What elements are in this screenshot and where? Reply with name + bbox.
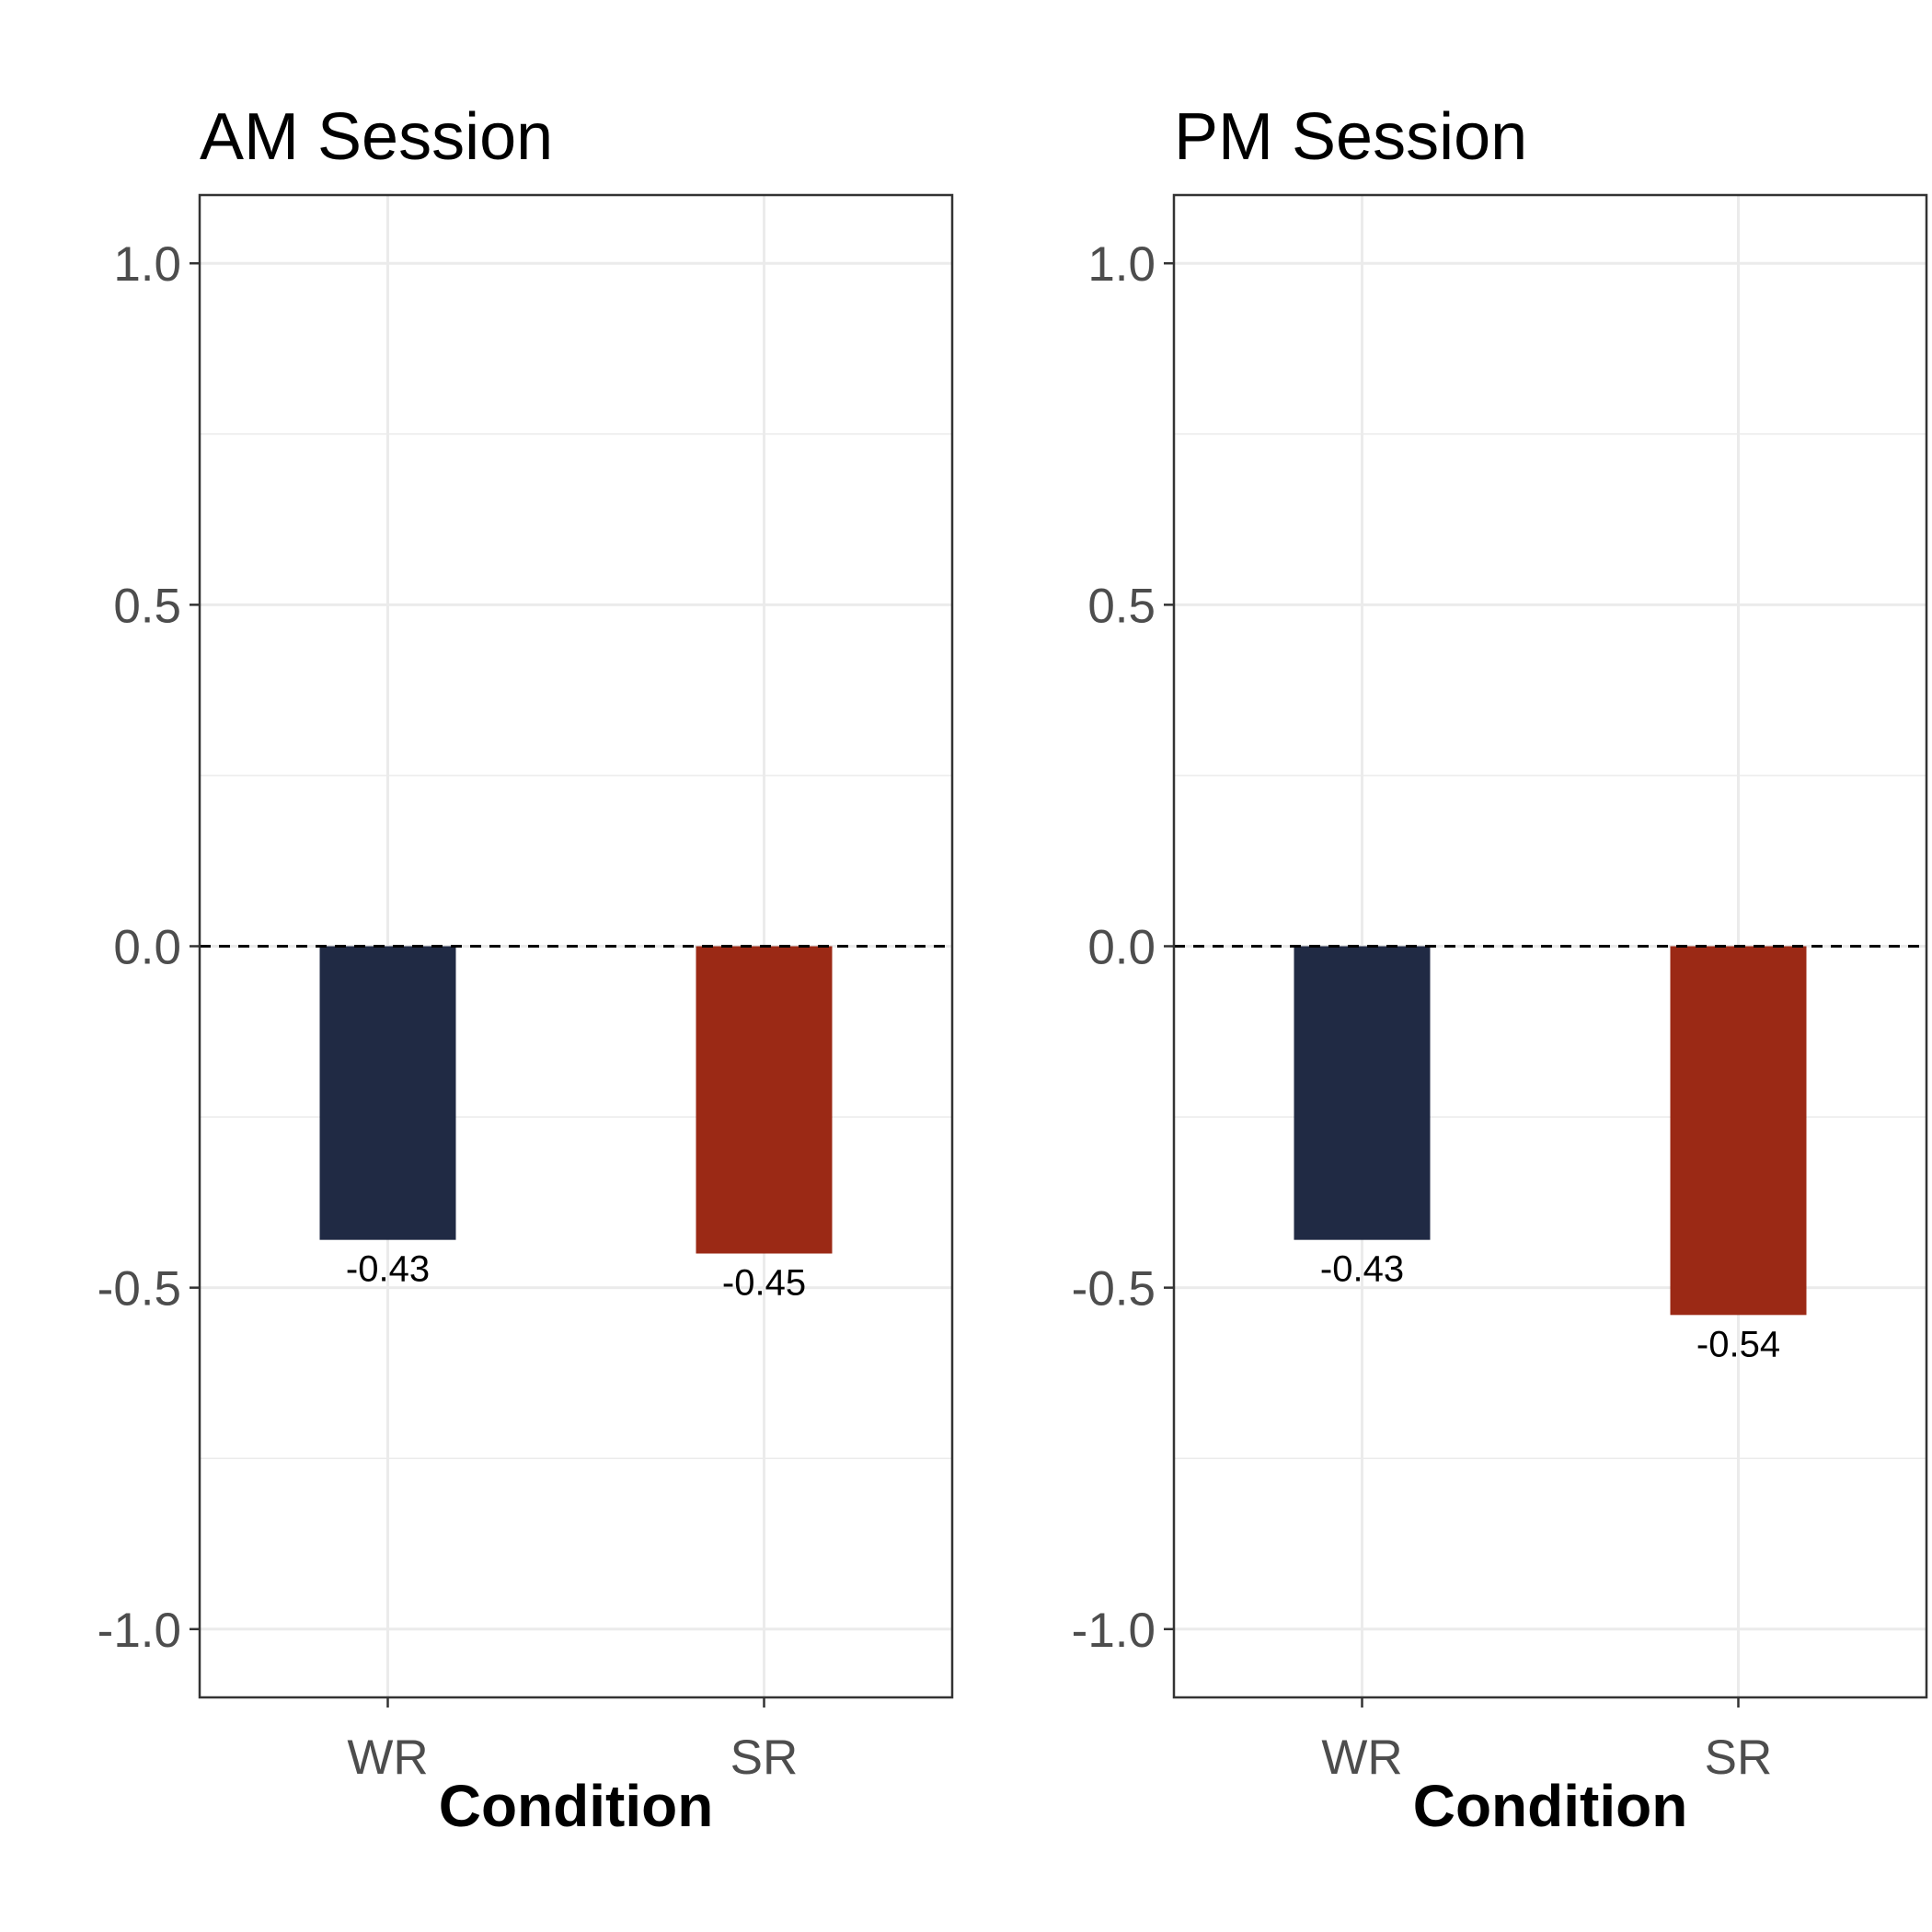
x-axis-title: Condition xyxy=(439,1773,714,1839)
data-label-wr: -0.43 xyxy=(1320,1249,1404,1290)
panel-title: PM Session xyxy=(1174,100,1527,174)
x-axis-title: Condition xyxy=(1413,1773,1688,1839)
y-tick-label: 1.0 xyxy=(1087,237,1156,292)
y-tick-label: 0.0 xyxy=(1087,921,1156,975)
data-label-wr: -0.43 xyxy=(346,1249,430,1290)
y-tick-label: 0.5 xyxy=(113,579,181,633)
x-tick-label-sr: SR xyxy=(730,1731,799,1785)
data-label-sr: -0.45 xyxy=(722,1263,806,1304)
data-label-sr: -0.54 xyxy=(1696,1324,1780,1364)
x-tick-label-wr: WR xyxy=(1321,1731,1402,1785)
x-tick-label-wr: WR xyxy=(347,1731,428,1785)
y-tick-label: 1.0 xyxy=(113,237,181,292)
y-tick-label: -1.0 xyxy=(1072,1604,1156,1658)
panel-title: AM Session xyxy=(200,100,553,174)
bar-wr xyxy=(1294,946,1431,1240)
bar-sr xyxy=(1670,946,1807,1316)
bar-sr xyxy=(696,946,833,1254)
y-tick-label: -1.0 xyxy=(98,1604,181,1658)
y-tick-label: -0.5 xyxy=(98,1262,181,1317)
y-tick-label: -0.5 xyxy=(1072,1262,1156,1317)
x-tick-label-sr: SR xyxy=(1705,1731,1773,1785)
bar-wr xyxy=(319,946,456,1240)
y-tick-label: 0.0 xyxy=(113,921,181,975)
y-tick-label: 0.5 xyxy=(1087,579,1156,633)
